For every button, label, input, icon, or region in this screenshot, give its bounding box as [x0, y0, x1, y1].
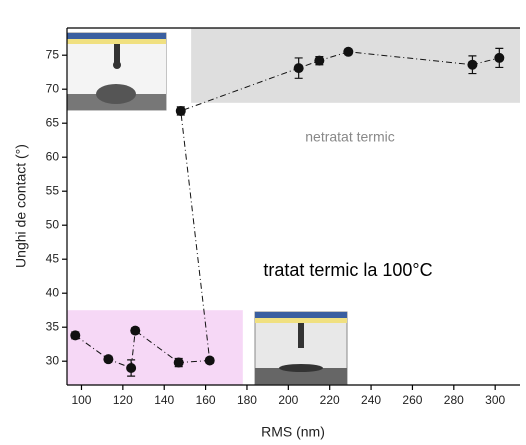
y-tick-label: 30 [46, 353, 60, 367]
x-tick-label: 100 [71, 393, 91, 407]
y-tick-label: 50 [46, 217, 60, 231]
y-tick-label: 40 [46, 285, 60, 299]
y-tick-label: 75 [46, 47, 60, 61]
x-axis-title: RMS (nm) [261, 424, 325, 440]
x-tick-label: 160 [196, 393, 216, 407]
x-tick-label: 140 [154, 393, 174, 407]
y-axis-title: Unghi de contact (°) [13, 144, 29, 268]
inset-drop-image [66, 32, 167, 111]
data-point [126, 363, 137, 373]
x-tick-label: 300 [485, 393, 505, 407]
shaded-region [191, 28, 520, 103]
y-tick-label: 70 [46, 81, 60, 95]
x-tick-label: 180 [237, 393, 257, 407]
x-tick-label: 120 [113, 393, 133, 407]
insets [66, 32, 348, 385]
y-tick-label: 65 [46, 115, 60, 129]
data-point [175, 105, 186, 116]
y-tick-label: 35 [46, 319, 60, 333]
y-tick-label: 55 [46, 183, 60, 197]
x-tick-label: 240 [361, 393, 381, 407]
data-point [343, 46, 354, 57]
data-point [70, 330, 81, 341]
annotation: netratat termic [305, 129, 394, 145]
x-tick-label: 200 [278, 393, 298, 407]
data-point [103, 354, 114, 365]
data-point [293, 63, 304, 74]
data-point [204, 355, 215, 366]
data-point [173, 357, 184, 368]
y-tick-label: 60 [46, 149, 60, 163]
data-point [467, 59, 478, 70]
x-tick-label: 280 [444, 393, 464, 407]
x-tick-label: 220 [320, 393, 340, 407]
data-point [130, 325, 141, 336]
data-point [494, 52, 505, 63]
y-tick-label: 45 [46, 251, 60, 265]
data-point [314, 55, 325, 66]
inset-drop-image [254, 311, 348, 385]
shaded-region [67, 310, 243, 385]
annotation: tratat termic la 100°C [263, 260, 432, 280]
x-tick-label: 260 [402, 393, 422, 407]
